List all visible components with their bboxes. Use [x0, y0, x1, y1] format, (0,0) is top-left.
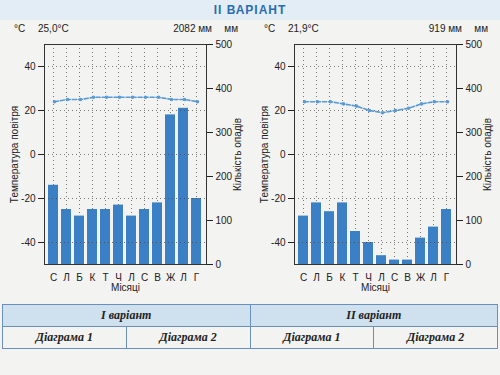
- svg-text:Л: Л: [180, 272, 187, 283]
- svg-text:К: К: [340, 272, 346, 283]
- svg-text:500: 500: [466, 39, 483, 50]
- svg-text:100: 100: [466, 215, 483, 226]
- svg-text:400: 400: [216, 83, 233, 94]
- html-text:Діаграма 2: Діаграма 2: [407, 330, 465, 344]
- html-text:25,0°C: 25,0°C: [38, 23, 69, 34]
- svg-text:Л: Л: [313, 272, 320, 283]
- svg-text:Місяці: Місяці: [111, 282, 140, 293]
- svg-text:40: 40: [24, 61, 36, 72]
- svg-text:Г: Г: [444, 272, 450, 283]
- svg-text:К: К: [90, 272, 96, 283]
- svg-text:Кількість опадів: Кількість опадів: [232, 118, 243, 191]
- svg-text:-40: -40: [21, 237, 36, 248]
- html-text:2082 мм: 2082 мм: [173, 23, 212, 34]
- svg-text:Температура повітря: Температура повітря: [9, 106, 20, 203]
- svg-text:Л: Л: [378, 271, 385, 283]
- svg-text:Температура повітря: Температура повітря: [259, 106, 270, 203]
- svg-text:-20: -20: [271, 193, 286, 204]
- svg-text:В: В: [404, 272, 411, 283]
- svg-text:Ж: Ж: [166, 272, 176, 283]
- svg-text:200: 200: [466, 171, 483, 182]
- svg-text:Б: Б: [76, 272, 83, 283]
- html-text:мм: мм: [224, 23, 238, 34]
- html-text:II варіант: II варіант: [346, 308, 402, 322]
- svg-text:Т: Т: [352, 272, 358, 283]
- svg-text:Б: Б: [326, 272, 333, 283]
- svg-text:С: С: [300, 272, 307, 283]
- html-text:мм: мм: [474, 23, 488, 34]
- svg-text:Кількість опадів: Кількість опадів: [482, 118, 493, 191]
- svg-text:-40: -40: [271, 237, 286, 248]
- svg-text:100: 100: [216, 215, 233, 226]
- svg-text:40: 40: [274, 61, 286, 72]
- svg-text:0: 0: [466, 259, 472, 270]
- svg-text:300: 300: [216, 127, 233, 138]
- svg-text:Л: Л: [63, 272, 70, 283]
- svg-text:Ж: Ж: [416, 272, 426, 283]
- svg-text:Г: Г: [194, 272, 200, 283]
- html-text:°C: °C: [14, 23, 26, 34]
- svg-text:-20: -20: [21, 193, 36, 204]
- svg-text:Т: Т: [102, 272, 108, 283]
- svg-text:20: 20: [24, 105, 36, 116]
- html-text:919 мм: 919 мм: [428, 23, 462, 34]
- svg-text:Л: Л: [430, 272, 437, 283]
- svg-text:500: 500: [216, 39, 233, 50]
- svg-text:Ч: Ч: [365, 271, 372, 283]
- html-text:II ВАРІАНТ: II ВАРІАНТ: [213, 3, 287, 17]
- svg-text:Л: Л: [128, 271, 135, 283]
- svg-text:С: С: [50, 272, 57, 283]
- html-text:Діаграма 2: Діаграма 2: [159, 330, 217, 344]
- html-text:21,9°C: 21,9°C: [288, 23, 319, 34]
- svg-text:400: 400: [466, 83, 483, 94]
- html-text:I варіант: I варіант: [101, 308, 152, 322]
- svg-text:300: 300: [466, 127, 483, 138]
- svg-text:Ч: Ч: [115, 271, 122, 283]
- html-text:°C: °C: [264, 23, 276, 34]
- svg-text:С: С: [141, 272, 148, 283]
- svg-text:С: С: [391, 272, 398, 283]
- svg-text:20: 20: [274, 105, 286, 116]
- svg-text:В: В: [154, 272, 161, 283]
- svg-text:Місяці: Місяці: [361, 282, 390, 293]
- svg-text:200: 200: [216, 171, 233, 182]
- html-text:Діаграма 1: Діаграма 1: [283, 330, 341, 344]
- svg-text:0: 0: [30, 149, 36, 160]
- svg-text:0: 0: [216, 259, 222, 270]
- html-text:Діаграма 1: Діаграма 1: [35, 330, 93, 344]
- svg-text:0: 0: [280, 149, 286, 160]
